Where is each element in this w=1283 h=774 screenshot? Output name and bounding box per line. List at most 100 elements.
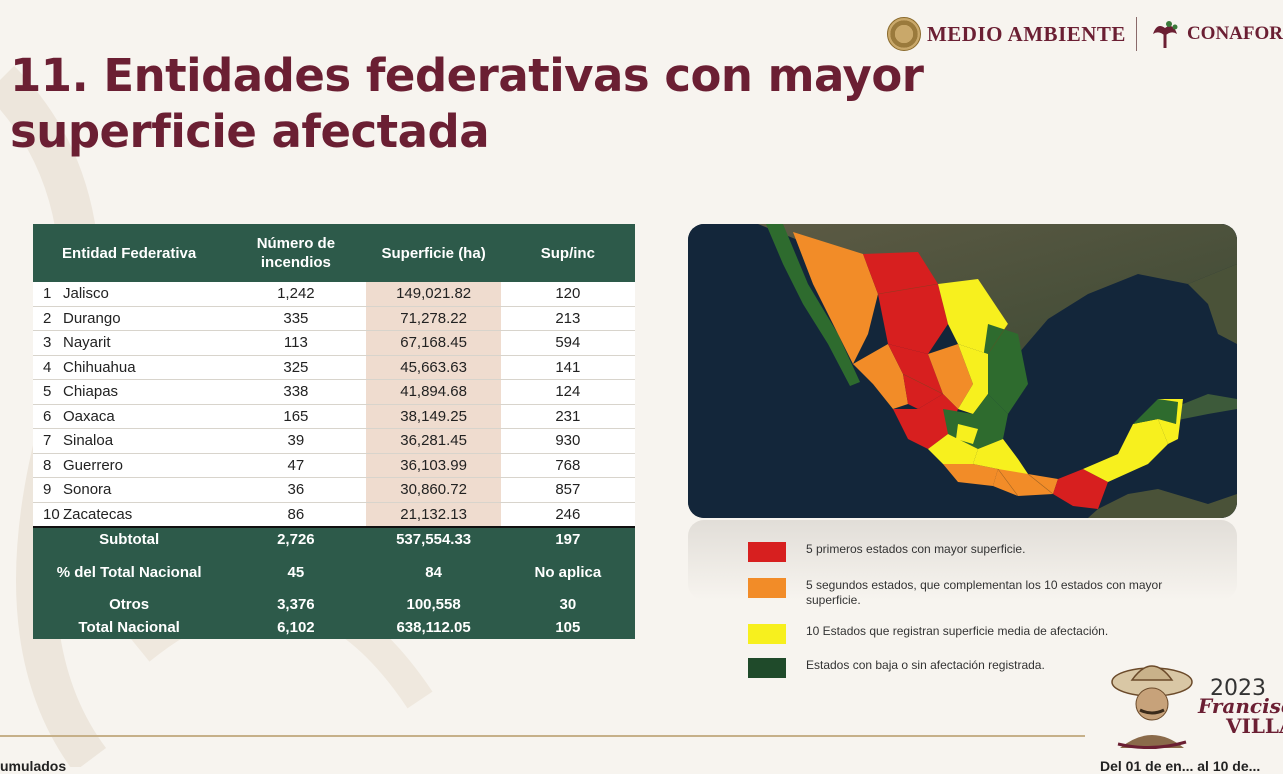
cell-state-name: Chihuahua [63,358,136,376]
cell-rank: 9 [43,481,52,499]
conafor-tree-icon [1152,21,1178,48]
medio-ambiente-logo: MEDIO AMBIENTE [886,17,1126,51]
cell-entidad: 7 Sinaloa [33,428,226,454]
footer-label: Total Nacional [33,616,226,639]
cell-entidad: 1 Jalisco [33,282,226,307]
cell-incendios: 47 [225,453,367,478]
cell-sup-inc: 768 [500,453,635,478]
table-footer-row: Otros 3,376 100,558 30 [33,593,635,616]
legend-swatch-green [748,658,786,678]
bottom-divider [0,735,1085,737]
footer-label: % del Total Nacional [33,551,226,593]
cell-rank: 7 [43,432,52,450]
cell-superficie: 21,132.13 [366,502,501,528]
footer-superficie: 84 [366,551,501,593]
legend-item-green: Estados con baja o sin afectación regist… [748,658,1045,678]
footer-sup-inc: 197 [500,526,635,551]
legend-item-red: 5 primeros estados con mayor superficie. [748,542,1025,562]
table-footer-row: Subtotal 2,726 537,554.33 197 [33,526,635,551]
footer-superficie: 537,554.33 [366,526,501,551]
cell-rank: 4 [43,358,52,376]
table-row: 2 Durango 335 71,278.22 213 [33,306,635,331]
footer-incendios: 2,726 [225,526,367,551]
page-title: 11. Entidades federativas con mayor supe… [10,49,924,158]
cell-superficie: 38,149.25 [366,404,501,429]
legend-item-orange: 5 segundos estados, que complementan los… [748,578,1188,608]
cell-incendios: 39 [225,428,367,454]
cell-incendios: 1,242 [225,282,367,307]
cell-sup-inc: 231 [500,404,635,429]
legend-text-yellow: 10 Estados que registran superficie medi… [806,624,1109,638]
legend-swatch-orange [748,578,786,598]
cell-sup-inc: 120 [500,282,635,307]
cell-superficie: 67,168.45 [366,330,501,356]
header-logos: MEDIO AMBIENTE CONAFOR [886,12,1283,56]
table-row: 10 Zacatecas 86 21,132.13 246 [33,502,635,528]
mexico-map-graphic [688,224,1237,518]
cell-entidad: 8 Guerrero [33,453,226,478]
cell-state-name: Nayarit [63,334,111,352]
cell-superficie: 30,860.72 [366,477,501,503]
table-row: 6 Oaxaca 165 38,149.25 231 [33,404,635,429]
bottom-right-text: Del 01 de en... al 10 de... [1100,758,1261,774]
cell-rank: 1 [43,285,52,303]
cell-sup-inc: 141 [500,355,635,380]
medio-ambiente-text: MEDIO AMBIENTE [926,22,1126,46]
cell-incendios: 86 [225,502,367,528]
table-header-row: Entidad Federativa Número de incendios S… [33,224,635,282]
badge-year: 2023 [1210,676,1266,701]
national-seal-icon [886,17,921,51]
cell-superficie: 45,663.63 [366,355,501,380]
cell-incendios: 36 [225,477,367,503]
cell-state-name: Chiapas [63,383,119,401]
cell-entidad: 6 Oaxaca [33,404,226,429]
footer-sup-inc: No aplica [500,551,635,593]
cell-incendios: 165 [225,404,367,429]
cell-incendios: 325 [225,355,367,380]
badge-name-line2: VILLA [1226,714,1283,738]
cell-sup-inc: 594 [500,330,635,356]
legend-text-orange: 5 segundos estados, que complementan los… [806,578,1163,607]
states-table: Entidad Federativa Número de incendios S… [33,224,635,639]
table-row: 5 Chiapas 338 41,894.68 124 [33,379,635,405]
header-entidad: Entidad Federativa [33,224,226,282]
cell-sup-inc: 246 [500,502,635,528]
badge-name-line1: Francisco [1198,694,1283,718]
table-row: 1 Jalisco 1,242 149,021.82 120 [33,282,635,307]
table-footer-row: Total Nacional 6,102 638,112.05 105 [33,616,635,639]
cell-rank: 5 [43,383,52,401]
conafor-logo: CONAFOR [1147,18,1283,50]
table-row: 4 Chihuahua 325 45,663.63 141 [33,355,635,380]
cell-sup-inc: 213 [500,306,635,331]
cell-superficie: 36,281.45 [366,428,501,454]
cell-superficie: 36,103.99 [366,453,501,478]
cell-superficie: 71,278.22 [366,306,501,331]
footer-label: Otros [33,593,226,616]
table-row: 7 Sinaloa 39 36,281.45 930 [33,428,635,454]
footer-sup-inc: 30 [500,593,635,616]
legend-swatch-red [748,542,786,562]
cell-rank: 8 [43,456,52,474]
cell-rank: 3 [43,334,52,352]
cell-entidad: 2 Durango [33,306,226,331]
header-incendios: Número de incendios [225,224,367,282]
cell-rank: 10 [43,505,60,523]
footer-incendios: 6,102 [225,616,367,639]
cell-sup-inc: 124 [500,379,635,405]
cell-state-name: Oaxaca [63,407,115,425]
cell-state-name: Durango [63,309,121,327]
table-row: 8 Guerrero 47 36,103.99 768 [33,453,635,478]
francisco-villa-portrait-icon [1111,665,1193,750]
cell-state-name: Zacatecas [63,505,133,523]
header-sup-inc: Sup/inc [500,224,635,282]
cell-sup-inc: 857 [500,477,635,503]
cell-incendios: 113 [225,330,367,356]
cell-sup-inc: 930 [500,428,635,454]
cell-state-name: Sinaloa [63,432,114,450]
cell-state-name: Jalisco [63,285,109,303]
cell-entidad: 5 Chiapas [33,379,226,405]
footer-label: Subtotal [33,526,226,551]
cell-state-name: Sonora [63,481,112,499]
cell-rank: 6 [43,407,52,425]
footer-incendios: 3,376 [225,593,367,616]
